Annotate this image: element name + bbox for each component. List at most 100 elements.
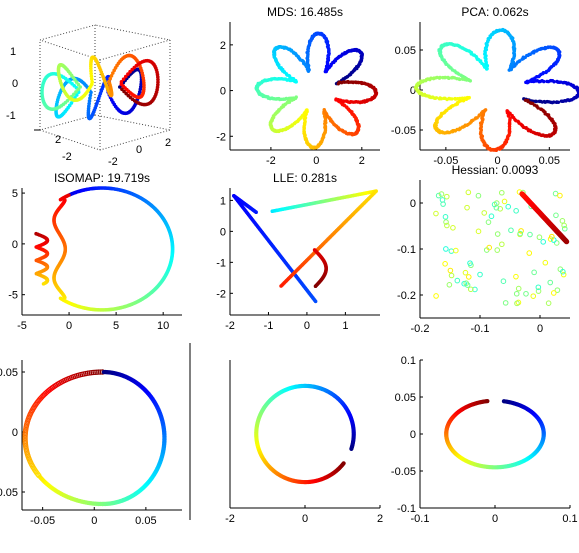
data-point xyxy=(451,225,456,230)
y-tick-label: 0 xyxy=(220,226,226,238)
data-point xyxy=(501,279,506,284)
box-edge xyxy=(40,115,95,130)
data-point xyxy=(443,215,448,220)
data-point xyxy=(548,280,553,285)
x-tick-label: -5 xyxy=(17,320,27,332)
data-point xyxy=(254,210,258,214)
data-point xyxy=(435,96,438,99)
y-tick-label: 2 xyxy=(220,40,226,52)
y-tick-label: 0 xyxy=(12,239,18,251)
data-point xyxy=(455,278,460,283)
y-tick-m2: -2 xyxy=(62,151,72,163)
y-tick-label: 0.05 xyxy=(395,392,416,404)
data-point xyxy=(495,248,500,253)
y-tick-label: -2 xyxy=(216,131,226,143)
data-point xyxy=(448,268,453,273)
x-tick-label: -0.2 xyxy=(411,323,430,335)
data-point xyxy=(314,300,318,304)
data-point xyxy=(67,193,71,197)
panel-hessian: -0.2 -0.1 0 -0.2 -0.1 0 Hessian: 0.0093 xyxy=(397,163,570,335)
data-point xyxy=(478,272,483,277)
data-point xyxy=(447,282,452,287)
panel-isomap: -5 0 5 10 -5 0 5 ISOMAP: 19.719s xyxy=(8,171,182,332)
data-point xyxy=(503,301,508,306)
x-tick-label: -0.1 xyxy=(471,323,490,335)
panel-original-3d: 1 0 -1 2 -2 -2 0 2 xyxy=(6,25,171,168)
y-tick-label: 5 xyxy=(12,188,18,200)
data-point xyxy=(502,199,507,204)
x-tick-label: -2 xyxy=(225,320,235,332)
data-point xyxy=(476,193,481,198)
data-point xyxy=(450,76,453,79)
data-point xyxy=(443,261,448,266)
data-point xyxy=(527,251,532,256)
data-point xyxy=(535,100,538,103)
panel-title: ISOMAP: 19.719s xyxy=(54,171,150,185)
data-point xyxy=(482,211,487,216)
data-point xyxy=(102,370,106,374)
y-tick-label: -0.2 xyxy=(397,290,416,302)
y-tick-label: -0.1 xyxy=(397,503,416,515)
y-tick-label: 0 xyxy=(220,86,226,98)
data-point xyxy=(476,229,481,234)
x-tick-0: 0 xyxy=(136,144,142,156)
data-point xyxy=(554,213,559,218)
x-tick-label: 2 xyxy=(377,513,383,525)
x-tick-label: 10 xyxy=(157,320,169,332)
data-point xyxy=(514,209,519,214)
y-tick-label: -2 xyxy=(216,288,226,300)
x-tick-label: 0 xyxy=(537,323,543,335)
y-tick-label: 0.1 xyxy=(401,355,416,367)
data-point xyxy=(546,301,551,306)
x-tick-label: 0 xyxy=(91,515,97,527)
data-point xyxy=(541,240,546,245)
y-tick-label: 0 xyxy=(12,427,18,439)
panel-title: LLE: 0.281s xyxy=(273,171,337,185)
x-tick-label: 0.05 xyxy=(135,515,156,527)
x-tick-m2: -2 xyxy=(108,156,118,168)
data-point xyxy=(466,190,471,195)
data-point xyxy=(524,291,529,296)
y-tick-label: 0 xyxy=(410,429,416,441)
data-point xyxy=(499,190,504,195)
x-tick-label: 1 xyxy=(342,320,348,332)
data-point xyxy=(59,296,63,300)
data-point xyxy=(279,284,283,288)
data-point xyxy=(337,82,340,85)
data-point xyxy=(506,204,511,209)
z-tick-m1: -1 xyxy=(6,110,16,122)
x-tick-label: 0 xyxy=(492,513,498,525)
panel-title: PCA: 0.062s xyxy=(461,5,528,19)
x-tick-label: 0.1 xyxy=(562,513,577,525)
data-point xyxy=(516,286,521,291)
data-point xyxy=(465,205,470,210)
data-point xyxy=(454,248,459,253)
data-point xyxy=(537,235,542,240)
data-point xyxy=(463,270,468,275)
x-tick-label: -2 xyxy=(225,513,235,525)
data-point xyxy=(449,273,454,278)
x-tick-label: -1 xyxy=(264,320,274,332)
data-point xyxy=(555,80,558,83)
box-edge xyxy=(95,115,170,130)
data-point xyxy=(42,282,46,286)
x-tick-label: 5 xyxy=(113,320,119,332)
z-tick-1: 1 xyxy=(10,46,16,58)
y-tick-label: 0.05 xyxy=(0,367,18,379)
data-point xyxy=(524,99,527,102)
data-point xyxy=(495,232,500,237)
data-point xyxy=(342,461,346,465)
panel-ltsa: -2 0 2 xyxy=(225,360,383,525)
x-tick-label: 0 xyxy=(313,155,319,167)
panel-pca: -0.05 0 0.05 -0.05 0 0.05 PCA: 0.062s xyxy=(391,5,579,167)
panel-lle: -2 -1 0 1-2-101LLE: 0.281s xyxy=(216,171,380,332)
data-point xyxy=(444,247,449,252)
x-tick-label: 0 xyxy=(302,513,308,525)
data-point xyxy=(500,242,505,247)
x-tick-label: 2 xyxy=(359,155,365,167)
data-point xyxy=(543,260,548,265)
data-point xyxy=(560,219,565,224)
data-point xyxy=(531,294,536,299)
y-tick-label: -0.05 xyxy=(391,125,416,137)
